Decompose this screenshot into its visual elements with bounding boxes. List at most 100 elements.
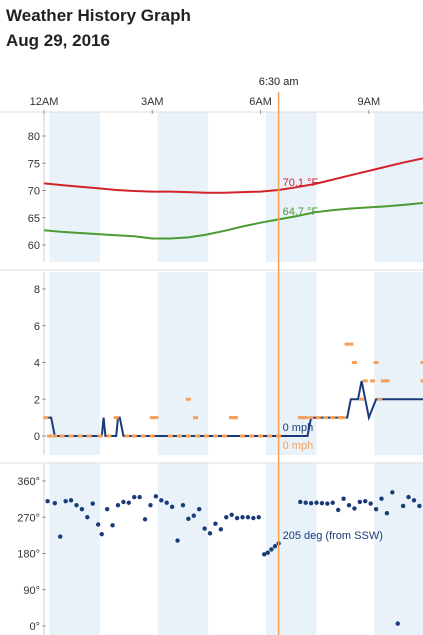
direction-point [298,499,303,505]
gust-point [113,416,119,420]
gust-point [384,379,390,383]
gust-point [323,416,329,420]
direction-point [169,504,175,509]
gust-point [193,416,199,420]
direction-point [213,521,218,526]
shaded-band [49,272,100,455]
direction-panel: 0° 90° 180° 270° 360° [17,476,422,633]
direction-point [261,552,267,557]
temperature-line [43,157,423,194]
time-tick-label: 3AM [141,96,164,108]
direction-point [191,513,196,518]
shaded-band [374,463,423,635]
temperature-readout: 70.1 °F [283,177,319,189]
gust-point [149,434,155,438]
direction-point [52,500,58,506]
gust-point [221,434,227,438]
gust-point [359,397,365,401]
dewpoint-line [43,202,423,240]
direction-point [175,538,180,543]
direction-point [137,494,142,500]
y-tick-label: 6 [34,321,40,333]
direction-point [148,502,153,508]
gust-point [249,434,255,438]
direction-point [142,517,148,522]
direction-point [186,516,191,522]
direction-point [115,502,121,508]
direction-point [368,501,373,506]
gust-point [297,416,303,420]
time-axis: 12AM 3AM 6AM 9AM [30,96,380,114]
direction-point [325,501,330,506]
y-tick-label: 70 [28,186,40,198]
direction-point [95,522,101,527]
wind-line [44,380,423,437]
direction-point [272,544,278,549]
shaded-band [157,463,209,635]
gust-point [420,379,423,383]
dewpoint-readout: 64.7 °F [283,206,319,218]
direction-point [319,500,325,506]
gust-point [194,434,200,438]
direction-point [85,515,90,520]
direction-point [121,499,126,505]
direction-point [90,501,95,506]
gust-point [167,434,173,438]
gust-point [308,416,314,420]
gust-point [212,434,218,438]
direction-point [251,515,256,521]
gust-point [106,434,112,438]
direction-point [384,511,390,516]
direction-point [363,498,368,504]
direction-point [390,490,395,495]
direction-point [245,515,251,520]
y-tick-label: 60 [28,240,40,252]
direction-point [379,496,384,501]
direction-point [373,506,379,512]
gust-point [124,434,130,438]
direction-point [330,500,335,505]
direction-point [99,531,104,537]
time-tick-label: 12AM [30,96,59,108]
y-tick-label: 8 [34,284,40,296]
time-tick-label: 6AM [249,96,272,108]
shaded-band [374,112,423,262]
page-title: Weather History Graph [6,6,191,25]
direction-point [197,506,202,512]
gust-point [68,434,74,438]
wind-panel: 0 2 4 6 8 [34,284,423,443]
direction-point [357,499,363,505]
shaded-band [374,272,423,455]
y-tick-label: 75 [28,158,40,170]
gust-point [344,342,350,346]
direction-point [202,526,207,531]
gust-readout: 0 mph [283,440,314,452]
shaded-band [157,272,209,455]
direction-readout: 205 deg (from SSW) [283,530,383,542]
y-tick-label: 180° [17,549,40,561]
direction-point [126,500,132,505]
time-cursor[interactable]: 6:30 am [259,76,299,635]
direction-point [395,621,400,626]
direction-point [218,527,224,532]
direction-point [417,503,422,509]
page-date: Aug 29, 2016 [6,31,110,50]
cursor-readouts: 70.1 °F 64.7 °F 0 mph 0 mph 205 deg (from SS… [283,177,383,542]
direction-point [104,506,110,512]
gust-point [185,397,191,401]
gust-point [176,434,182,438]
gust-point [337,416,343,420]
gust-point [373,361,379,364]
gust-point [330,416,336,420]
y-tick-label: 90° [23,585,40,597]
gust-point [303,416,309,420]
direction-point [341,496,346,501]
gust-point [153,416,159,420]
direction-point [352,506,357,511]
direction-point [346,502,352,508]
gust-point [351,361,357,364]
direction-point [256,515,261,520]
gust-point [140,434,146,438]
shaded-band [265,272,317,455]
